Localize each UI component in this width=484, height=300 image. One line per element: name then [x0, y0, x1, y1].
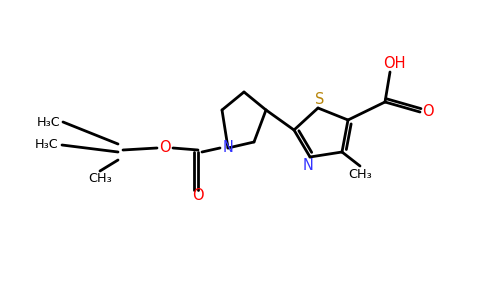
Text: H₃C: H₃C	[36, 116, 60, 128]
Text: CH₃: CH₃	[348, 167, 372, 181]
Text: OH: OH	[383, 56, 405, 71]
Text: O: O	[159, 140, 171, 155]
Text: O: O	[422, 104, 434, 119]
Text: H₃C: H₃C	[34, 139, 58, 152]
Text: S: S	[315, 92, 325, 106]
Text: CH₃: CH₃	[88, 172, 112, 184]
Text: N: N	[223, 140, 233, 155]
Text: N: N	[302, 158, 314, 173]
Text: O: O	[192, 188, 204, 203]
